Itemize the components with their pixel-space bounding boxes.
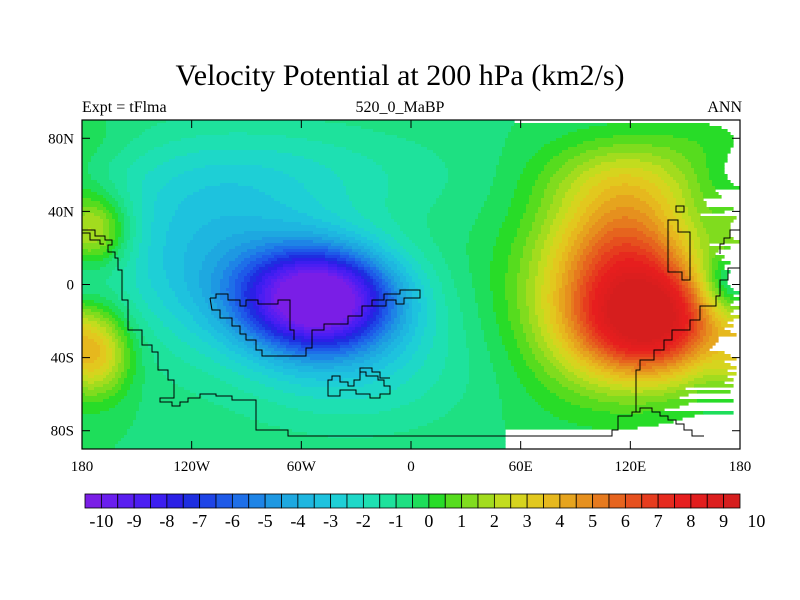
coastline-segment-7 <box>210 293 295 340</box>
y-tick-label: 40S <box>51 351 74 367</box>
colorbar-box <box>412 493 430 509</box>
coastline-segment-2 <box>719 229 740 254</box>
colorbar-box <box>330 493 348 509</box>
colorbar-label: -1 <box>389 511 404 531</box>
colorbar-label: 7 <box>654 511 663 531</box>
colorbar-box <box>706 493 725 509</box>
colorbar-label: 6 <box>621 511 630 531</box>
colorbar-box <box>543 493 561 509</box>
colorbar-box <box>231 493 250 509</box>
x-tick-label: 120W <box>173 459 211 475</box>
chart-title: Velocity Potential at 200 hPa (km2/s) <box>175 59 625 92</box>
y-tick-label: 0 <box>67 278 75 294</box>
colorbar-label: 1 <box>457 511 466 531</box>
colorbar-label: 4 <box>555 511 564 531</box>
colorbar-box <box>690 493 708 509</box>
colorbar-label: 5 <box>588 511 597 531</box>
coastline-segment-4 <box>675 205 685 213</box>
colorbar-box <box>641 493 659 509</box>
colorbar-box <box>182 493 201 509</box>
y-tick-label: 80S <box>51 424 74 440</box>
period-label: 520_0_MaBP <box>355 99 445 116</box>
coastline-segment-8 <box>327 371 391 399</box>
colorbar-label: -2 <box>356 511 371 531</box>
x-tick-label: 0 <box>407 459 415 475</box>
x-axis: 180 120W 60W 0 60E 120E 180 <box>71 120 752 475</box>
colorbar-label: -9 <box>127 511 142 531</box>
colorbar-label: -10 <box>89 511 113 531</box>
colorbar-box <box>575 493 594 509</box>
colorbar-label: 0 <box>424 511 433 531</box>
contour-field <box>82 120 740 449</box>
x-tick-label: 180 <box>729 459 752 475</box>
x-tick-label: 120E <box>614 459 646 475</box>
colorbar-box <box>592 493 610 509</box>
colorbar-box <box>657 493 675 509</box>
colorbar-box <box>444 493 463 509</box>
colorbar-box <box>428 493 446 509</box>
colorbar-label: 3 <box>523 511 532 531</box>
colorbar-box <box>346 493 364 509</box>
coastline-segment-6 <box>209 289 421 357</box>
x-tick-label: 60E <box>509 459 533 475</box>
coastline-segment-9 <box>359 367 390 379</box>
colorbar-box <box>150 493 168 509</box>
colorbar-box <box>379 493 397 509</box>
y-axis: 80N 40N 0 40S 80S <box>48 131 740 440</box>
colorbar-box <box>362 493 381 509</box>
colorbar-label: 10 <box>747 511 765 531</box>
colorbar-box <box>264 493 282 509</box>
colorbar-box <box>100 493 119 509</box>
colorbar-box <box>166 493 184 509</box>
colorbar-box <box>199 493 217 509</box>
colorbar-box <box>477 493 495 509</box>
colorbar-box <box>674 493 692 509</box>
colorbar-label: -5 <box>258 511 273 531</box>
coastline-segment-3 <box>667 219 691 281</box>
colorbar-label: -3 <box>323 511 338 531</box>
experiment-label: Expt = tFlma <box>82 99 167 116</box>
y-tick-label: 80N <box>48 131 74 147</box>
colorbar-label: -7 <box>192 511 207 531</box>
colorbar-box <box>313 493 332 509</box>
colorbar-label: 2 <box>490 511 499 531</box>
colorbar-box <box>84 493 102 509</box>
colorbar-box <box>559 493 577 509</box>
colorbar-box <box>133 493 151 509</box>
coastline-segment-1 <box>82 232 104 245</box>
coastline-segment-0 <box>82 229 740 437</box>
coastline <box>82 205 740 437</box>
colorbar-label: -8 <box>159 511 174 531</box>
x-tick-label: 60W <box>287 459 317 475</box>
colorbar-box <box>248 493 266 509</box>
colorbar-label: -6 <box>225 511 240 531</box>
colorbar-box <box>297 493 315 509</box>
season-label: ANN <box>707 99 742 116</box>
colorbar-box <box>624 493 643 509</box>
colorbar-label: 8 <box>686 511 695 531</box>
colorbar-label: 9 <box>719 511 728 531</box>
colorbar-box <box>608 493 626 509</box>
colorbar: -10 -9 -8 -7 -6 -5 -4 -3 -2 -1 0 1 2 3 4 5 6 7 8 9 10 <box>84 493 765 531</box>
coastline-segment-5 <box>634 407 704 437</box>
colorbar-box <box>461 493 479 509</box>
colorbar-box <box>723 493 741 509</box>
colorbar-box <box>510 493 528 509</box>
colorbar-box <box>395 493 413 509</box>
y-tick-label: 40N <box>48 204 74 220</box>
colorbar-box <box>493 493 512 509</box>
x-tick-label: 180 <box>71 459 94 475</box>
colorbar-box <box>215 493 233 509</box>
colorbar-box <box>281 493 299 509</box>
colorbar-box <box>526 493 544 509</box>
colorbar-label: -4 <box>290 511 305 531</box>
colorbar-box <box>117 493 135 509</box>
